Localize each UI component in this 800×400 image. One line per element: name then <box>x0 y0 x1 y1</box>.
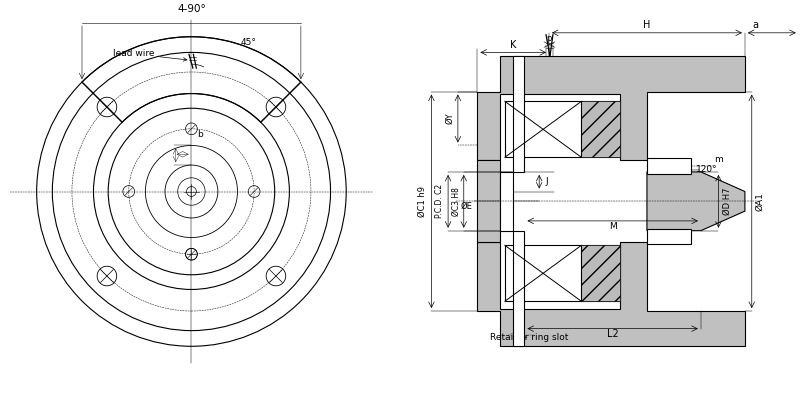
Polygon shape <box>582 245 621 301</box>
Polygon shape <box>647 229 691 244</box>
Text: a: a <box>753 20 758 30</box>
Text: ØA1: ØA1 <box>756 192 765 211</box>
Polygon shape <box>582 101 621 157</box>
Text: M: M <box>609 222 617 231</box>
Polygon shape <box>478 160 500 242</box>
Polygon shape <box>582 101 621 157</box>
Text: 45°: 45° <box>241 38 256 46</box>
Text: Retainer ring slot: Retainer ring slot <box>490 334 569 342</box>
Polygon shape <box>478 56 745 160</box>
Text: ØY: ØY <box>445 113 454 124</box>
Polygon shape <box>513 231 525 346</box>
Text: P.C.D. C2: P.C.D. C2 <box>435 184 444 218</box>
Text: lead wire: lead wire <box>113 49 187 61</box>
Text: H: H <box>643 20 650 30</box>
Polygon shape <box>582 245 621 301</box>
Polygon shape <box>500 172 513 231</box>
Text: 120°: 120° <box>696 165 718 174</box>
Text: ØD H7: ØD H7 <box>722 188 731 215</box>
Text: ØC1 h9: ØC1 h9 <box>418 186 426 217</box>
Polygon shape <box>478 242 745 346</box>
Polygon shape <box>647 158 691 174</box>
Text: L2: L2 <box>606 330 618 340</box>
Text: m: m <box>714 155 723 164</box>
Text: ØC3 H8: ØC3 H8 <box>452 187 461 216</box>
Text: ØE: ØE <box>461 202 473 211</box>
Text: K: K <box>510 40 517 50</box>
Polygon shape <box>505 101 582 157</box>
Text: p: p <box>546 34 552 43</box>
Text: 4-90°: 4-90° <box>177 4 206 14</box>
Polygon shape <box>513 56 525 172</box>
Polygon shape <box>505 245 582 301</box>
Text: b: b <box>198 130 203 139</box>
Text: J: J <box>545 177 548 186</box>
Polygon shape <box>647 172 745 231</box>
